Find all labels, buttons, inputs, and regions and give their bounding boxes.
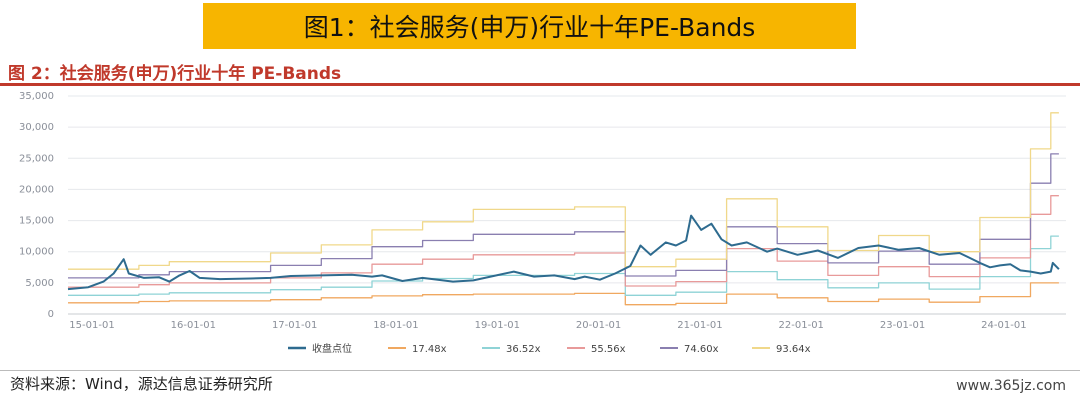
x-tick-label: 17-01-01 <box>272 320 317 331</box>
legend: 收盘点位 17.48x 36.52x 55.56x 74.60x 93.64x <box>288 342 811 355</box>
grid-layer <box>68 95 1066 315</box>
pe-band-line <box>68 235 1059 296</box>
x-tick-label: 16-01-01 <box>171 320 216 331</box>
x-tick-label: 22-01-01 <box>779 320 824 331</box>
title-divider <box>0 83 1080 86</box>
y-tick-label: 5,000 <box>25 278 54 289</box>
pe-band-line <box>68 282 1059 306</box>
pe-band-line <box>68 112 1059 270</box>
legend-label: 74.60x <box>684 344 719 355</box>
watermark-text: www.365jz.com <box>956 378 1066 394</box>
legend-label: 93.64x <box>776 344 811 355</box>
x-tick-label: 18-01-01 <box>373 320 418 331</box>
x-tick-label: 20-01-01 <box>576 320 621 331</box>
y-axis: 0 5,000 10,000 15,000 20,000 25,000 30,000 35,0… <box>19 91 54 320</box>
legend-label: 收盘点位 <box>312 342 352 355</box>
source-divider <box>0 370 1080 371</box>
source-note: 资料来源：Wind，源达信息证券研究所 <box>10 375 273 393</box>
pe-bands-chart: 0 5,000 10,000 15,000 20,000 25,000 30,000 35,0… <box>19 91 1066 355</box>
y-tick-label: 10,000 <box>19 247 54 258</box>
series-layer <box>67 112 1060 306</box>
banner-title: 图1：社会服务(申万)行业十年PE-Bands <box>303 13 756 42</box>
figure-title: 图 2：社会服务(申万)行业十年 PE-Bands <box>8 64 342 84</box>
x-tick-label: 24-01-01 <box>981 320 1026 331</box>
y-tick-label: 25,000 <box>19 153 54 164</box>
x-tick-label: 15-01-01 <box>69 320 114 331</box>
header-banner: 图1：社会服务(申万)行业十年PE-Bands <box>203 3 856 49</box>
x-tick-label: 21-01-01 <box>677 320 722 331</box>
x-axis: 15-01-01 16-01-01 17-01-01 18-01-01 19-01-01… <box>68 313 1066 331</box>
x-tick-label: 19-01-01 <box>475 320 520 331</box>
y-tick-label: 15,000 <box>19 216 54 227</box>
y-tick-label: 0 <box>48 309 54 320</box>
y-tick-label: 30,000 <box>19 122 54 133</box>
y-tick-label: 35,000 <box>19 91 54 102</box>
legend-label: 17.48x <box>412 344 447 355</box>
x-tick-label: 23-01-01 <box>880 320 925 331</box>
legend-label: 55.56x <box>591 344 626 355</box>
closing-price-line <box>67 214 1060 291</box>
legend-label: 36.52x <box>506 344 541 355</box>
pe-band-line <box>68 153 1059 279</box>
y-tick-label: 20,000 <box>19 184 54 195</box>
